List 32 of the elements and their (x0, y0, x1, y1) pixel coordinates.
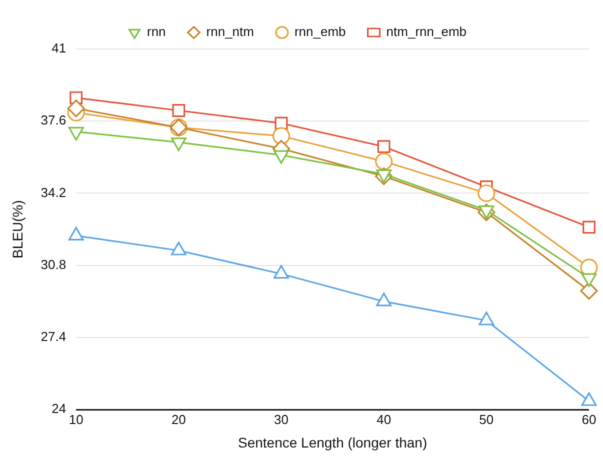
y-tick-label: 37.6 (40, 112, 66, 128)
legend-label: ntm_rnn_emb (386, 24, 467, 40)
y-axis-title: BLEU(%) (9, 200, 26, 258)
x-tick-label: 60 (582, 412, 596, 427)
x-tick-label: 30 (274, 412, 288, 427)
point (478, 312, 494, 326)
x-tick-label: 10 (68, 412, 84, 427)
point (172, 104, 186, 117)
y-tick-label: 24 (52, 401, 66, 416)
point (582, 220, 596, 234)
legend-label: rnn_emb (294, 24, 346, 40)
point (478, 184, 496, 202)
x-tick-label: 40 (376, 412, 392, 427)
point (68, 226, 84, 240)
y-tick-label: 41 (52, 40, 66, 56)
point (272, 127, 290, 145)
legend-label: rnn (147, 24, 166, 40)
x-axis-title: Sentence Length (longer than) (238, 434, 428, 450)
point (581, 392, 597, 406)
point (580, 282, 598, 300)
y-tick-label: 30.8 (40, 256, 66, 272)
y-tick-label: 27.4 (40, 329, 66, 344)
point (274, 265, 289, 279)
y-tick-label: 34.2 (40, 184, 66, 200)
legend-label: rnn_ntm (206, 24, 254, 40)
point (170, 242, 186, 256)
point (377, 140, 390, 154)
point (375, 152, 393, 170)
point (376, 292, 392, 306)
point (67, 100, 85, 118)
x-tick-label: 50 (479, 412, 494, 427)
x-tick-label: 20 (171, 412, 186, 427)
